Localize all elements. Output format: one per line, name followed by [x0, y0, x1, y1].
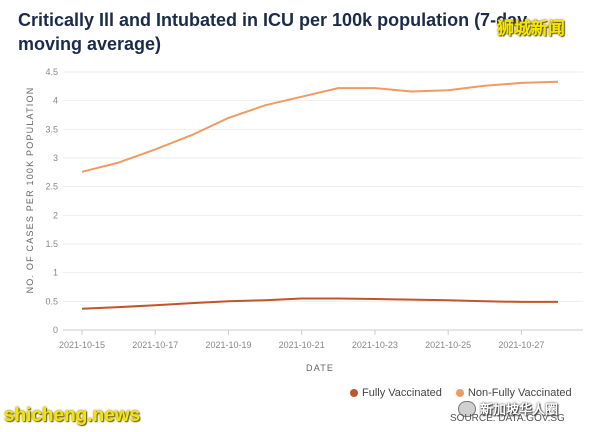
- x-tick-label: 2021-10-27: [498, 340, 544, 350]
- x-axis-label: DATE: [306, 363, 335, 373]
- x-tick-label: 2021-10-21: [279, 340, 325, 350]
- x-tick-label: 2021-10-17: [132, 340, 178, 350]
- source-note: SOURCE: DATA.GOV.SG: [450, 413, 565, 424]
- x-tick-label: 2021-10-25: [425, 340, 471, 350]
- y-tick-label: 0: [53, 325, 58, 335]
- legend-label-fully-vaccinated: Fully Vaccinated: [362, 387, 442, 399]
- chart-title: Critically Ill and Intubated in ICU per …: [18, 10, 528, 54]
- y-tick-label: 3: [53, 153, 58, 163]
- watermark-bottom-right-text: 新加坡华人圈: [480, 402, 559, 417]
- legend-dot-non-fully-vaccinated: [455, 389, 464, 397]
- watermark-bottom-left: shicheng.news: [4, 405, 141, 426]
- y-tick-label: 1: [53, 268, 58, 278]
- legend: Fully Vaccinated Non-Fully Vaccinated: [350, 387, 572, 399]
- legend-item-non-fully-vaccinated[interactable]: Non-Fully Vaccinated: [455, 387, 572, 399]
- legend-dot-fully-vaccinated: [350, 389, 358, 397]
- x-tick-label: 2021-10-19: [205, 340, 251, 350]
- series-line-non-fully-vaccinated[interactable]: [81, 80, 559, 173]
- grid-lines: [63, 71, 583, 331]
- series-lines: [81, 80, 559, 310]
- watermark-top-right: 狮城新闻: [497, 19, 565, 38]
- wechat-icon: [458, 400, 476, 417]
- y-tick-label: 3.5: [45, 124, 58, 134]
- x-tick-label: 2021-10-23: [352, 340, 398, 350]
- x-tick-label: 2021-10-15: [59, 340, 105, 350]
- y-tick-label: 2: [53, 210, 58, 220]
- y-tick-label: 1.5: [45, 239, 58, 249]
- y-tick-label: 2.5: [45, 182, 58, 192]
- y-tick-label: 4: [53, 96, 58, 106]
- series-line-fully-vaccinated[interactable]: [81, 297, 558, 310]
- y-tick-label: 0.5: [45, 296, 58, 306]
- y-tick-label: 4.5: [45, 67, 58, 77]
- x-axis: 2021-10-15 2021-10-17 2021-10-19 2021-10-21…: [59, 329, 583, 350]
- legend-label-non-fully-vaccinated: Non-Fully Vaccinated: [467, 387, 572, 399]
- watermark-bottom-right: 新加坡华人圈: [458, 399, 558, 418]
- y-tick-labels: 0 0.5 1 1.5 2 2.5 3 3.5 4 4.5: [45, 67, 58, 335]
- legend-item-fully-vaccinated[interactable]: Fully Vaccinated: [350, 387, 442, 399]
